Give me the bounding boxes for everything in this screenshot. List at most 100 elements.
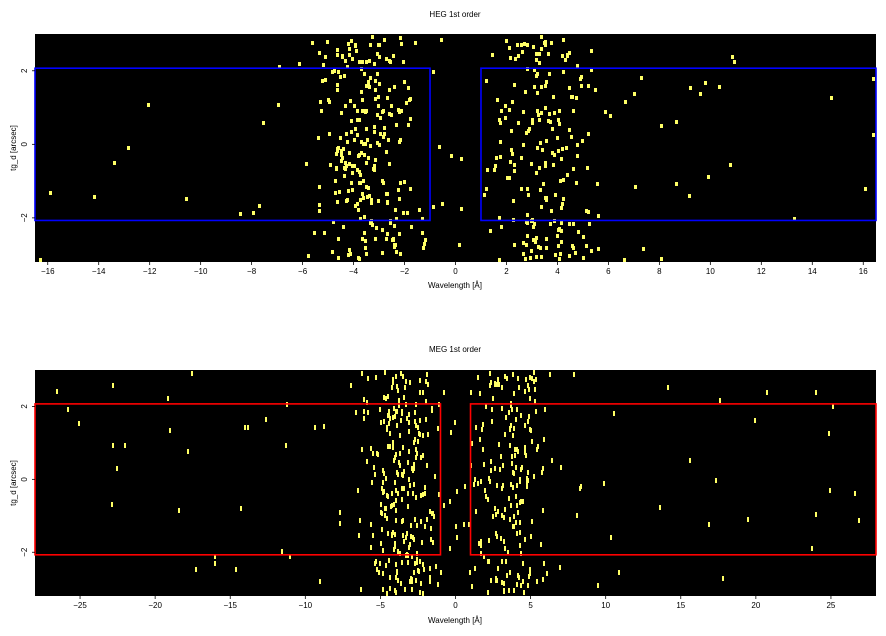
event-pixel bbox=[375, 375, 377, 380]
event-pixel bbox=[383, 132, 386, 136]
event-pixel bbox=[345, 132, 348, 136]
event-pixel bbox=[414, 419, 416, 424]
event-pixel bbox=[534, 387, 536, 392]
event-pixel bbox=[544, 40, 547, 44]
x-tick-label: 6 bbox=[606, 267, 611, 276]
event-pixel bbox=[490, 380, 492, 385]
event-pixel bbox=[347, 189, 350, 193]
event-pixel bbox=[331, 250, 334, 254]
event-pixel bbox=[409, 483, 411, 488]
event-pixel bbox=[381, 511, 383, 516]
event-pixel bbox=[420, 455, 422, 460]
event-pixel bbox=[499, 467, 501, 472]
event-pixel bbox=[398, 197, 401, 201]
event-pixel bbox=[519, 479, 521, 484]
event-pixel bbox=[508, 496, 510, 501]
event-pixel bbox=[491, 407, 493, 412]
event-pixel bbox=[525, 243, 528, 247]
event-pixel bbox=[320, 109, 323, 113]
event-pixel bbox=[431, 408, 433, 413]
event-pixel bbox=[363, 231, 366, 235]
event-pixel bbox=[549, 222, 552, 226]
event-pixel bbox=[516, 447, 518, 452]
event-pixel bbox=[319, 579, 321, 584]
event-pixel bbox=[544, 43, 547, 47]
event-pixel bbox=[412, 535, 414, 540]
event-pixel bbox=[590, 249, 593, 253]
event-pixel bbox=[360, 67, 363, 71]
event-pixel bbox=[403, 80, 406, 84]
event-pixel bbox=[524, 423, 526, 428]
event-pixel bbox=[660, 124, 663, 128]
event-pixel bbox=[369, 43, 372, 47]
event-pixel bbox=[510, 148, 513, 152]
event-pixel bbox=[382, 480, 384, 485]
event-pixel bbox=[78, 421, 80, 426]
event-pixel bbox=[499, 121, 502, 125]
event-pixel bbox=[872, 133, 875, 137]
event-pixel bbox=[425, 379, 427, 384]
event-pixel bbox=[426, 517, 428, 522]
event-pixel bbox=[458, 243, 461, 247]
event-pixel bbox=[419, 418, 421, 423]
event-pixel bbox=[385, 396, 387, 401]
event-pixel bbox=[516, 483, 518, 488]
event-pixel bbox=[361, 447, 363, 452]
event-pixel bbox=[262, 121, 265, 125]
event-pixel bbox=[502, 483, 504, 488]
event-pixel bbox=[364, 246, 367, 250]
event-pixel bbox=[389, 221, 392, 225]
event-pixel bbox=[514, 453, 516, 458]
event-pixel bbox=[357, 208, 360, 212]
event-pixel bbox=[545, 246, 548, 250]
event-pixel bbox=[524, 257, 527, 261]
event-pixel bbox=[495, 156, 498, 160]
event-pixel bbox=[526, 221, 529, 225]
event-pixel bbox=[872, 77, 875, 81]
event-pixel bbox=[401, 409, 403, 414]
event-pixel bbox=[659, 505, 661, 510]
event-pixel bbox=[560, 240, 563, 244]
event-pixel bbox=[536, 109, 539, 113]
event-pixel bbox=[551, 127, 554, 131]
event-pixel bbox=[454, 420, 456, 425]
event-pixel bbox=[405, 101, 408, 105]
event-pixel bbox=[532, 238, 535, 242]
x-tick-label: −10 bbox=[194, 267, 208, 276]
event-pixel bbox=[500, 225, 503, 229]
event-pixel bbox=[548, 112, 551, 116]
event-pixel bbox=[322, 63, 325, 67]
event-pixel bbox=[542, 466, 544, 471]
event-pixel bbox=[500, 109, 503, 113]
event-pixel bbox=[403, 486, 405, 491]
event-pixel bbox=[516, 582, 518, 587]
event-pixel bbox=[281, 549, 283, 554]
event-pixel bbox=[390, 113, 393, 117]
event-pixel bbox=[344, 59, 347, 63]
event-pixel bbox=[358, 181, 361, 185]
event-pixel bbox=[513, 391, 515, 396]
event-pixel bbox=[191, 371, 193, 376]
event-pixel bbox=[535, 171, 538, 175]
event-pixel bbox=[475, 425, 477, 430]
event-pixel bbox=[527, 470, 529, 475]
event-pixel bbox=[405, 379, 407, 384]
y-axis: −2 0 2 bbox=[20, 404, 35, 557]
event-pixel bbox=[373, 125, 376, 129]
event-pixel bbox=[485, 404, 487, 409]
event-pixel bbox=[545, 237, 548, 241]
event-pixel bbox=[450, 430, 452, 435]
event-pixel bbox=[441, 202, 444, 206]
event-pixel bbox=[502, 463, 504, 468]
event-pixel bbox=[536, 72, 539, 76]
event-pixel bbox=[492, 396, 494, 401]
event-pixel bbox=[568, 86, 571, 90]
event-pixel bbox=[477, 375, 479, 380]
y-tick-label: −2 bbox=[20, 547, 29, 557]
event-pixel bbox=[305, 162, 308, 166]
event-pixel bbox=[414, 561, 416, 566]
event-pixel bbox=[815, 390, 817, 395]
event-pixel bbox=[366, 138, 369, 142]
event-pixel bbox=[504, 432, 506, 437]
event-pixel bbox=[516, 407, 518, 412]
